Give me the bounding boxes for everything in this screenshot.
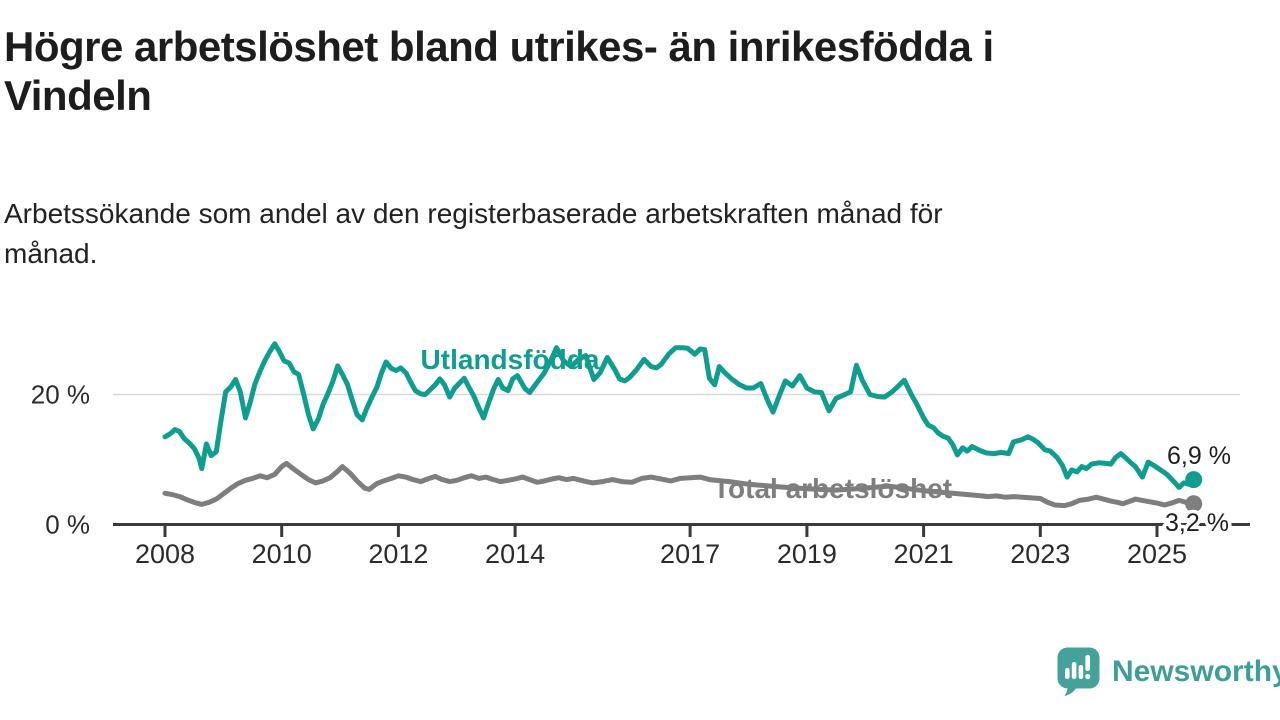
x-tick-label: 2014 (485, 539, 545, 569)
subtitle-line-2: månad. (4, 238, 98, 269)
chart-subtitle: Arbetssökande som andel av den registerb… (4, 194, 1234, 274)
x-tick-label: 2021 (894, 539, 954, 569)
line-series-0 (162, 341, 1197, 490)
y-tick-label: 0 % (45, 510, 90, 540)
series-label-utlandsfodda: Utlandsfödda (421, 344, 600, 375)
end-dot-series-0 (1185, 471, 1203, 489)
end-value-label-total: 3,2 % (1165, 509, 1229, 537)
x-tick-label: 2017 (660, 539, 720, 569)
end-dot-series-1 (1185, 495, 1203, 513)
end-value-label-utlandsfodda: 6,9 % (1167, 442, 1231, 470)
newsworthy-logo: Newsworthy (1056, 646, 1280, 697)
bar-chart-glyph (1065, 655, 1091, 680)
x-tick-label: 2019 (777, 539, 837, 569)
x-tick-label: 2012 (368, 539, 428, 569)
line-series-1 (162, 460, 1197, 509)
x-tick-label: 2023 (1010, 539, 1070, 569)
newsworthy-logo-icon (1057, 647, 1100, 696)
title-line-2: Vindeln (4, 72, 152, 119)
series-label-total-arbetsloshet: Total arbetslöshet (713, 473, 952, 504)
x-tick-label: 2008 (135, 539, 195, 569)
subtitle-line-1: Arbetssökande som andel av den registerb… (4, 198, 943, 229)
page-title: Högre arbetslöshet bland utrikes- än inr… (4, 22, 1264, 120)
header: Högre arbetslöshet bland utrikes- än inr… (4, 22, 1264, 120)
x-tick-label: 2025 (1127, 539, 1187, 569)
x-tick-label: 2010 (252, 539, 312, 569)
newsworthy-logo-text: Newsworthy (1112, 654, 1280, 688)
y-tick-label: 20 % (31, 380, 90, 410)
title-line-1: Högre arbetslöshet bland utrikes- än inr… (4, 23, 994, 70)
speech-bubble-shape (1057, 647, 1100, 696)
